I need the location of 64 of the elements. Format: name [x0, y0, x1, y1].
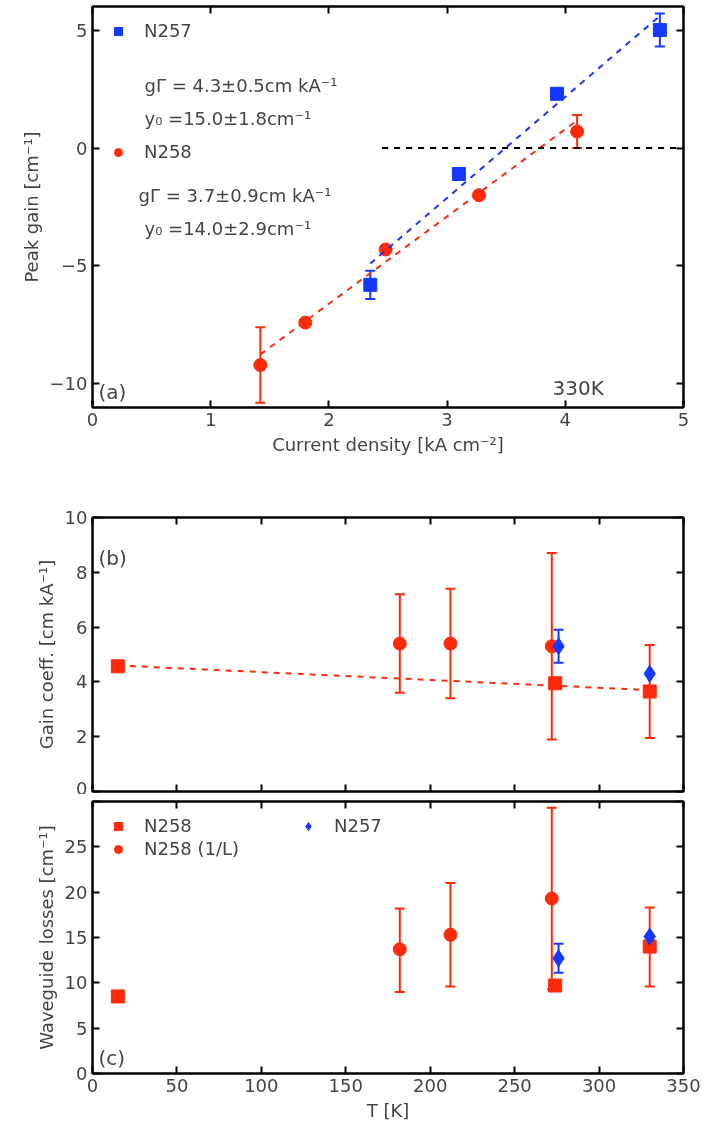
y-tick-label: 6 [76, 616, 88, 638]
annotation: (a) [98, 379, 127, 404]
x-axis-title: Current density [kA cm⁻²] [272, 433, 504, 455]
legend-label: N258 [144, 815, 193, 836]
x-tick-label: 250 [497, 1074, 532, 1096]
point [392, 636, 407, 651]
x-tick-label: 5 [677, 408, 690, 430]
annotation: y₀ =15.0±1.8cm⁻¹ [144, 107, 312, 129]
annotation: gΓ = 3.7±0.9cm kA⁻¹ [138, 184, 332, 206]
point [550, 86, 565, 101]
legend-label: N258 (1/L) [144, 838, 241, 859]
y-axis-title: Peak gain [cm⁻¹] [20, 131, 42, 283]
legend-label: N257 [144, 20, 193, 41]
x-tick-label: 4 [559, 408, 572, 430]
point [110, 659, 125, 674]
y-tick-label: 8 [76, 561, 88, 583]
y-tick-label: 25 [64, 836, 88, 858]
y-tick-label: 15 [64, 927, 88, 948]
annotation: 330K [552, 375, 605, 400]
y-tick-label: 5 [76, 19, 88, 41]
y-tick-label: 20 [64, 881, 88, 903]
x-tick-label: 100 [244, 1074, 279, 1096]
point [652, 23, 667, 38]
y-tick-label: −5 [60, 255, 88, 277]
point [298, 315, 313, 330]
x-tick-label: 300 [581, 1074, 617, 1096]
legend-label: N258 [144, 141, 193, 162]
point [548, 676, 563, 691]
point [642, 684, 657, 699]
x-tick-label: 3 [441, 408, 453, 430]
x-tick-label: 150 [328, 1074, 363, 1096]
annotation: (b) [98, 545, 127, 570]
legend-label: N257 [334, 815, 383, 836]
y-tick-label: 4 [76, 671, 88, 693]
point [253, 358, 268, 373]
x-tick-label: 50 [165, 1074, 189, 1096]
y-axis-title: Waveguide losses [cm⁻¹] [35, 825, 57, 1050]
y-tick-label: 0 [76, 777, 88, 799]
x-axis-title: T [K] [365, 1099, 410, 1121]
y-tick-label: 10 [64, 972, 88, 994]
annotation: y₀ =14.0±2.9cm⁻¹ [144, 217, 312, 239]
point [443, 636, 458, 651]
y-tick-label: 10 [64, 507, 88, 528]
x-tick-label: 200 [413, 1074, 448, 1096]
x-tick-label: 2 [323, 408, 335, 430]
y-tick-label: 0 [76, 137, 88, 159]
point [378, 242, 393, 257]
point [392, 942, 407, 957]
y-axis-title: Gain coeff. [cm kA⁻¹] [35, 559, 57, 750]
x-tick-label: 1 [204, 408, 217, 430]
point [363, 277, 378, 292]
point [443, 927, 458, 942]
point [548, 978, 563, 993]
point [110, 989, 125, 1004]
y-tick-label: 2 [76, 726, 88, 748]
point [472, 188, 487, 203]
x-tick-label: 350 [666, 1074, 701, 1096]
annotation: (c) [98, 1045, 126, 1070]
point [544, 891, 559, 906]
point [451, 166, 466, 181]
y-tick-label: −10 [49, 373, 88, 395]
annotation: gΓ = 4.3±0.5cm kA⁻¹ [144, 74, 338, 96]
point [570, 124, 585, 139]
y-tick-label: 5 [76, 1017, 88, 1039]
